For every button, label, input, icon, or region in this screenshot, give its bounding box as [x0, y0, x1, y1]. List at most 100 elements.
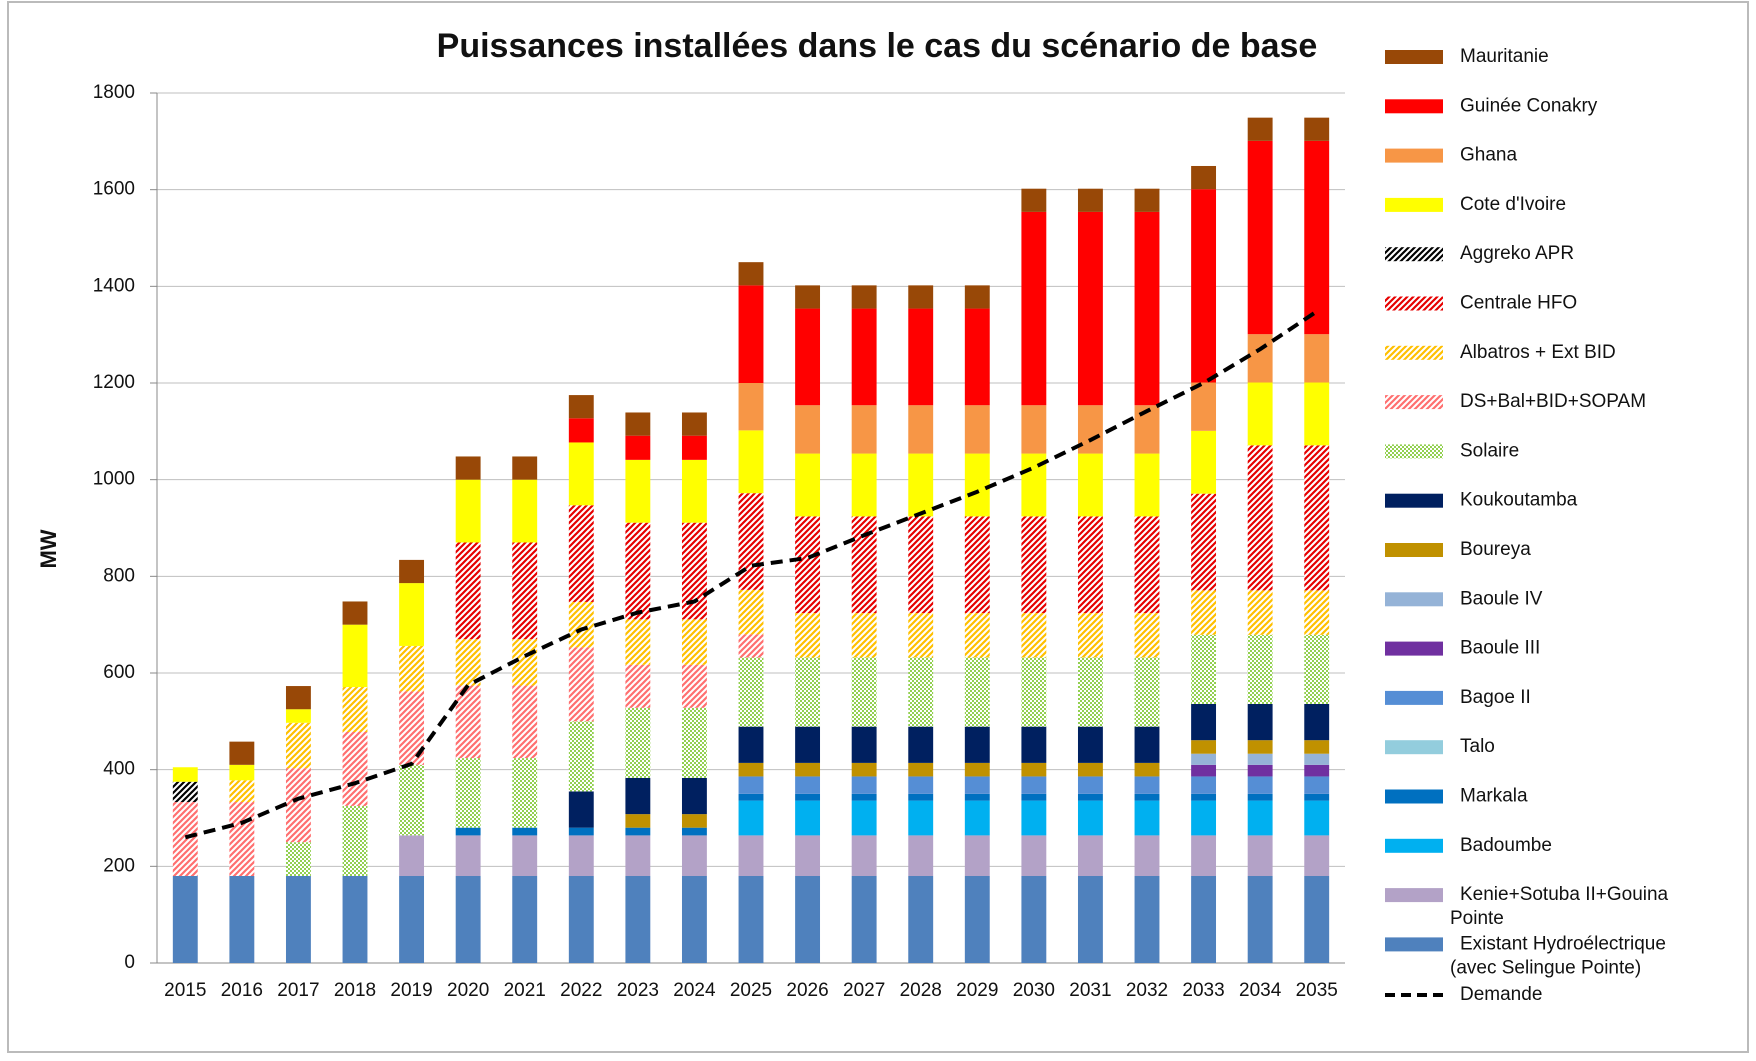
bar-segment [964, 613, 990, 658]
bar-segment [342, 731, 368, 806]
bar-segment [1021, 726, 1047, 763]
bar-segment [342, 687, 368, 732]
bar-segment [568, 827, 594, 836]
y-tick-label: 600 [103, 662, 135, 683]
legend-swatch [1385, 592, 1443, 607]
bar-segment [738, 657, 764, 727]
bar-segment [1021, 211, 1047, 406]
legend-swatch [1385, 247, 1443, 262]
bar-segment [738, 726, 764, 763]
bar-segment [795, 726, 821, 763]
bar-segment [172, 802, 198, 876]
bar-segment [568, 601, 594, 648]
x-tick-label: 2031 [1069, 980, 1111, 1001]
x-tick-label: 2028 [900, 980, 942, 1001]
bar-segment [851, 453, 877, 517]
bar-segment [681, 876, 707, 963]
bar-segment [1191, 793, 1217, 801]
bar-segment [964, 762, 990, 777]
bar-segment [229, 764, 255, 781]
x-tick-label: 2033 [1182, 980, 1224, 1001]
bar-segment [738, 800, 764, 836]
bar-segment [625, 777, 651, 815]
bar-segment [1191, 740, 1217, 754]
bar-segment [1247, 876, 1273, 963]
x-tick-label: 2026 [786, 980, 828, 1001]
bar-segment [908, 285, 934, 309]
bar-segment [964, 793, 990, 801]
bar-segment [964, 726, 990, 763]
bar-segment [455, 835, 481, 876]
bar-segment [1077, 516, 1103, 614]
x-tick-label: 2025 [730, 980, 772, 1001]
bar-segment [908, 308, 934, 406]
legend-swatch [1385, 50, 1443, 64]
bar-segment [1021, 657, 1047, 727]
legend-swatch [1385, 641, 1443, 656]
legend-swatch [1385, 493, 1443, 508]
bar-segment [795, 613, 821, 658]
legend-label: Kenie+Sotuba II+Gouina Pointe [1450, 884, 1669, 929]
bar-segment [1191, 165, 1217, 190]
bar-segment [1247, 140, 1273, 335]
bar-segment [455, 685, 481, 759]
bar-segment [1304, 800, 1330, 836]
bar-segment [851, 516, 877, 614]
y-tick-label: 0 [124, 952, 135, 973]
bar-segment [1134, 835, 1160, 876]
bar-segment [964, 657, 990, 727]
bar-segment [625, 412, 651, 436]
bar-segment [1247, 703, 1273, 741]
bar-segment [1134, 516, 1160, 614]
bar-segment [1077, 793, 1103, 801]
legend-swatch [1385, 444, 1443, 459]
bar-segment [512, 456, 538, 480]
bar-segment [172, 767, 198, 782]
x-tick-label: 2024 [673, 980, 716, 1001]
bar-segment [568, 418, 594, 443]
y-axis-label: MW [36, 529, 61, 568]
bar-segment [795, 657, 821, 727]
bar-segment [1304, 334, 1330, 383]
bar-segment [1247, 753, 1273, 765]
bar-segment [399, 835, 425, 876]
bar-segment [1191, 382, 1217, 431]
bar-segment [1247, 764, 1273, 777]
x-tick-label: 2027 [843, 980, 885, 1001]
legend-swatch [1385, 543, 1443, 557]
legend-label: Talo [1460, 736, 1495, 757]
bar-segment [1304, 776, 1330, 794]
y-tick-label: 1600 [93, 179, 135, 200]
bar-segment [1304, 382, 1330, 446]
y-tick-label: 1200 [93, 372, 135, 393]
bar-segment [1247, 590, 1273, 635]
y-tick-label: 1000 [93, 469, 135, 490]
legend-label: Demande [1460, 984, 1542, 1005]
bar-segment [172, 781, 198, 803]
bar-segment [1021, 613, 1047, 658]
legend-label: Solaire [1460, 440, 1519, 461]
bar-segment [1191, 835, 1217, 876]
bar-segment [1134, 800, 1160, 836]
bar-segment [625, 435, 651, 460]
bar-segment [568, 876, 594, 963]
bar-segment [738, 776, 764, 794]
bar-segment [851, 405, 877, 454]
bar-segment [1077, 453, 1103, 517]
bar-segment [795, 285, 821, 309]
legend-label: Guinée Conakry [1460, 95, 1598, 116]
bar-segment [964, 516, 990, 614]
bar-segment [1077, 835, 1103, 876]
legend-label: Centrale HFO [1460, 293, 1577, 314]
bar-segment [1191, 703, 1217, 741]
bar-segment [1191, 753, 1217, 765]
bar-segment [285, 686, 311, 710]
bar-segment [795, 800, 821, 836]
x-tick-label: 2022 [560, 980, 602, 1001]
bar-segment [964, 876, 990, 963]
bar-segment [1304, 835, 1330, 876]
bar-segment [1191, 493, 1217, 591]
bar-segment [1304, 764, 1330, 777]
bar-segment [1191, 876, 1217, 963]
